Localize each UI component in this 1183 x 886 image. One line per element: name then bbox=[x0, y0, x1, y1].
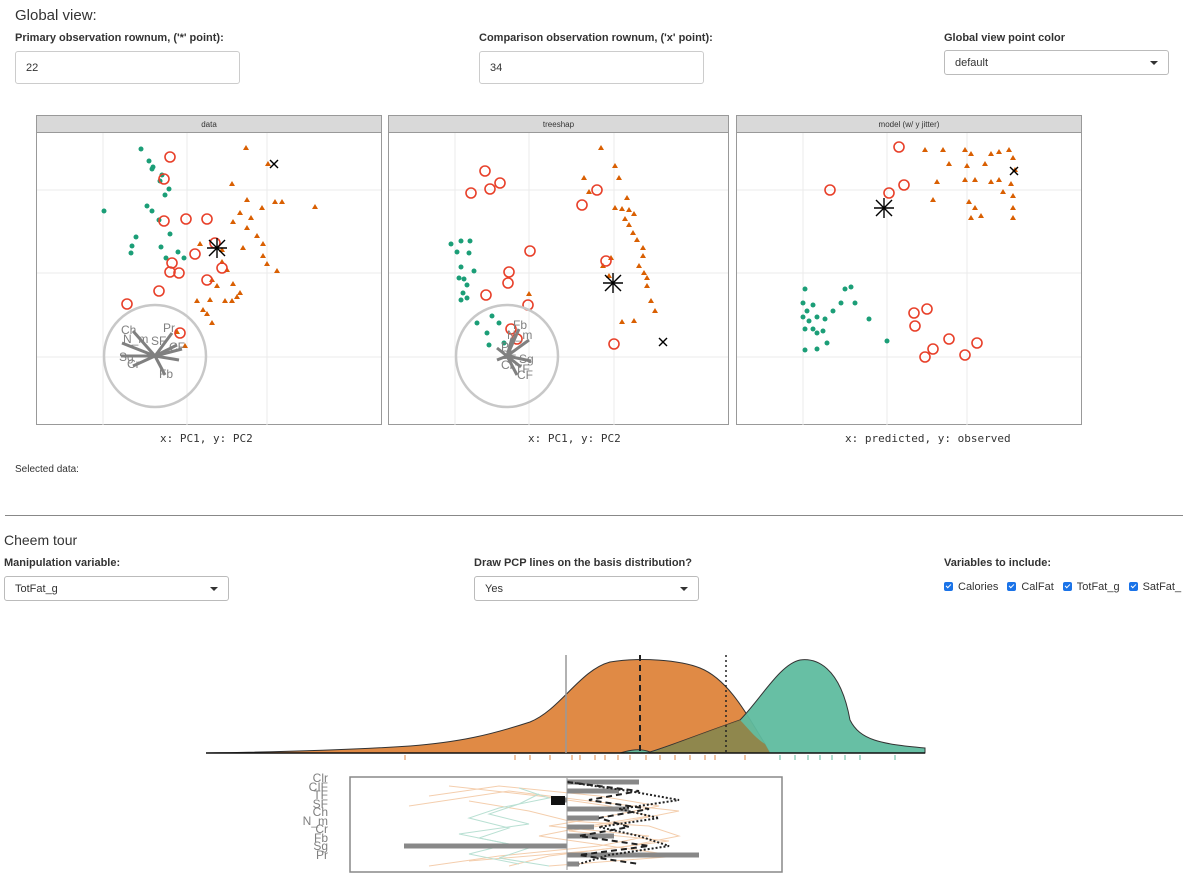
pcp-variable-labels: Clr CIF TF SF Ch N_m Cr Fb Sg Pr bbox=[283, 771, 328, 862]
pcp-lines-value: Yes bbox=[485, 582, 503, 595]
comparison-observation-value: 34 bbox=[490, 61, 503, 74]
shap-axis-label-sg: Sg bbox=[519, 352, 534, 366]
panel-treeshap-caption: x: PC1, y: PC2 bbox=[528, 432, 621, 445]
pcp-label: Cr bbox=[315, 822, 328, 836]
variables-include-label: Variables to include: bbox=[944, 557, 1051, 569]
chevron-down-icon bbox=[210, 586, 218, 591]
panel-data-caption: x: PC1, y: PC2 bbox=[160, 432, 253, 445]
panel-treeshap[interactable]: treeshap bbox=[388, 115, 729, 425]
panel-model-strip: model (w/ y jitter) bbox=[737, 116, 1081, 133]
panel-treeshap-plot[interactable]: Fb N_m Pr SF Sg Cl TF CF bbox=[389, 133, 728, 425]
pcp-label: Pr bbox=[316, 847, 328, 862]
axis-label-pr: Pr bbox=[163, 321, 175, 335]
checkbox-totfat[interactable]: TotFat_g bbox=[1062, 581, 1120, 593]
shap-axis-label-nm: N_m bbox=[507, 328, 532, 342]
panel-model-plot[interactable] bbox=[737, 133, 1081, 425]
manipulation-variable-select[interactable]: TotFat_g bbox=[4, 576, 229, 601]
point-color-label: Global view point color bbox=[944, 32, 1066, 44]
panel-model-caption: x: predicted, y: observed bbox=[845, 432, 1011, 445]
section-divider bbox=[5, 515, 1183, 516]
shap-axis-label-cf: CF bbox=[517, 368, 533, 382]
pcp-label: Sg bbox=[313, 839, 328, 853]
comparison-observation-input[interactable]: 34 bbox=[479, 51, 704, 84]
axis-label-cl: Ch bbox=[121, 323, 136, 337]
shap-axis-label-sf: SF bbox=[501, 348, 516, 362]
checkbox-checked-icon bbox=[1128, 582, 1138, 591]
tour-density-plot[interactable] bbox=[200, 640, 935, 765]
pcp-label: Clr bbox=[312, 771, 328, 785]
point-color-value: default bbox=[955, 56, 989, 69]
shap-axis-label-cl: Cl bbox=[501, 358, 512, 372]
chevron-down-icon bbox=[1150, 60, 1158, 65]
primary-observation-value: 22 bbox=[26, 61, 39, 74]
checkbox-checked-icon bbox=[1007, 582, 1017, 591]
cheem-tour-heading: Cheem tour bbox=[4, 532, 78, 548]
panel-model[interactable]: model (w/ y jitter) bbox=[736, 115, 1082, 425]
shap-axis-label-pr: Pr bbox=[501, 340, 513, 354]
panel-data-plot[interactable]: Ch N_m Sg Cr Pr SF CF Fb bbox=[37, 133, 381, 425]
pcp-label: N_m bbox=[302, 813, 328, 828]
pcp-label: SF bbox=[312, 796, 328, 811]
shap-axis-label-tf: TF bbox=[515, 362, 530, 376]
axis-label-sf: SF bbox=[151, 334, 166, 348]
checkbox-checked-icon bbox=[944, 582, 953, 591]
axis-label-cf: CF bbox=[169, 340, 185, 354]
axis-label-fb: Fb bbox=[159, 367, 173, 381]
global-view-heading: Global view: bbox=[15, 7, 97, 24]
manipulation-variable-label: Manipulation variable: bbox=[4, 557, 121, 569]
axis-label-sg: Sg bbox=[119, 350, 134, 364]
checkbox-checked-icon bbox=[1062, 582, 1072, 591]
manipulation-variable-value: TotFat_g bbox=[15, 582, 58, 595]
pcp-lines-label: Draw PCP lines on the basis distribution… bbox=[474, 557, 692, 569]
pcp-label: Ch bbox=[312, 805, 328, 819]
checkbox-satfat[interactable]: SatFat_ bbox=[1128, 581, 1181, 593]
selected-data-label: Selected data: bbox=[15, 464, 79, 475]
panel-data-strip: data bbox=[37, 116, 381, 133]
pcp-label: CIF bbox=[308, 779, 328, 794]
variables-checkbox-group: Calories CalFat TotFat_g SatFat_ bbox=[944, 578, 1183, 596]
panel-data[interactable]: data bbox=[36, 115, 382, 425]
panel-treeshap-strip: treeshap bbox=[389, 116, 728, 133]
shap-axis-label-fb: Fb bbox=[513, 318, 527, 332]
pcp-basis-plot[interactable] bbox=[349, 776, 785, 874]
checkbox-calfat[interactable]: CalFat bbox=[1007, 581, 1054, 593]
comparison-observation-label: Comparison observation rownum, ('x' poin… bbox=[479, 32, 713, 44]
pcp-label: TF bbox=[313, 788, 328, 802]
point-color-select[interactable]: default bbox=[944, 50, 1169, 75]
pcp-label: Fb bbox=[313, 830, 328, 845]
primary-observation-input[interactable]: 22 bbox=[15, 51, 240, 84]
pcp-lines-select[interactable]: Yes bbox=[474, 576, 699, 601]
chevron-down-icon bbox=[680, 586, 688, 591]
primary-observation-label: Primary observation rownum, ('*' point): bbox=[15, 32, 224, 44]
axis-label-nm: N_m bbox=[123, 332, 148, 346]
axis-label-cr: Cr bbox=[127, 357, 140, 371]
checkbox-calories[interactable]: Calories bbox=[944, 581, 998, 593]
